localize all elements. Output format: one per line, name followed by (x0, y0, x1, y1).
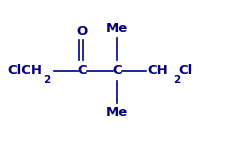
Text: Me: Me (106, 106, 128, 119)
Text: 2: 2 (173, 75, 180, 85)
Text: Me: Me (106, 22, 128, 35)
Text: CH: CH (147, 64, 168, 77)
Text: C: C (77, 64, 87, 77)
Text: 2: 2 (44, 75, 51, 85)
Text: ClCH: ClCH (7, 64, 43, 77)
Text: Cl: Cl (178, 64, 192, 77)
Text: O: O (76, 25, 88, 38)
Text: C: C (112, 64, 122, 77)
